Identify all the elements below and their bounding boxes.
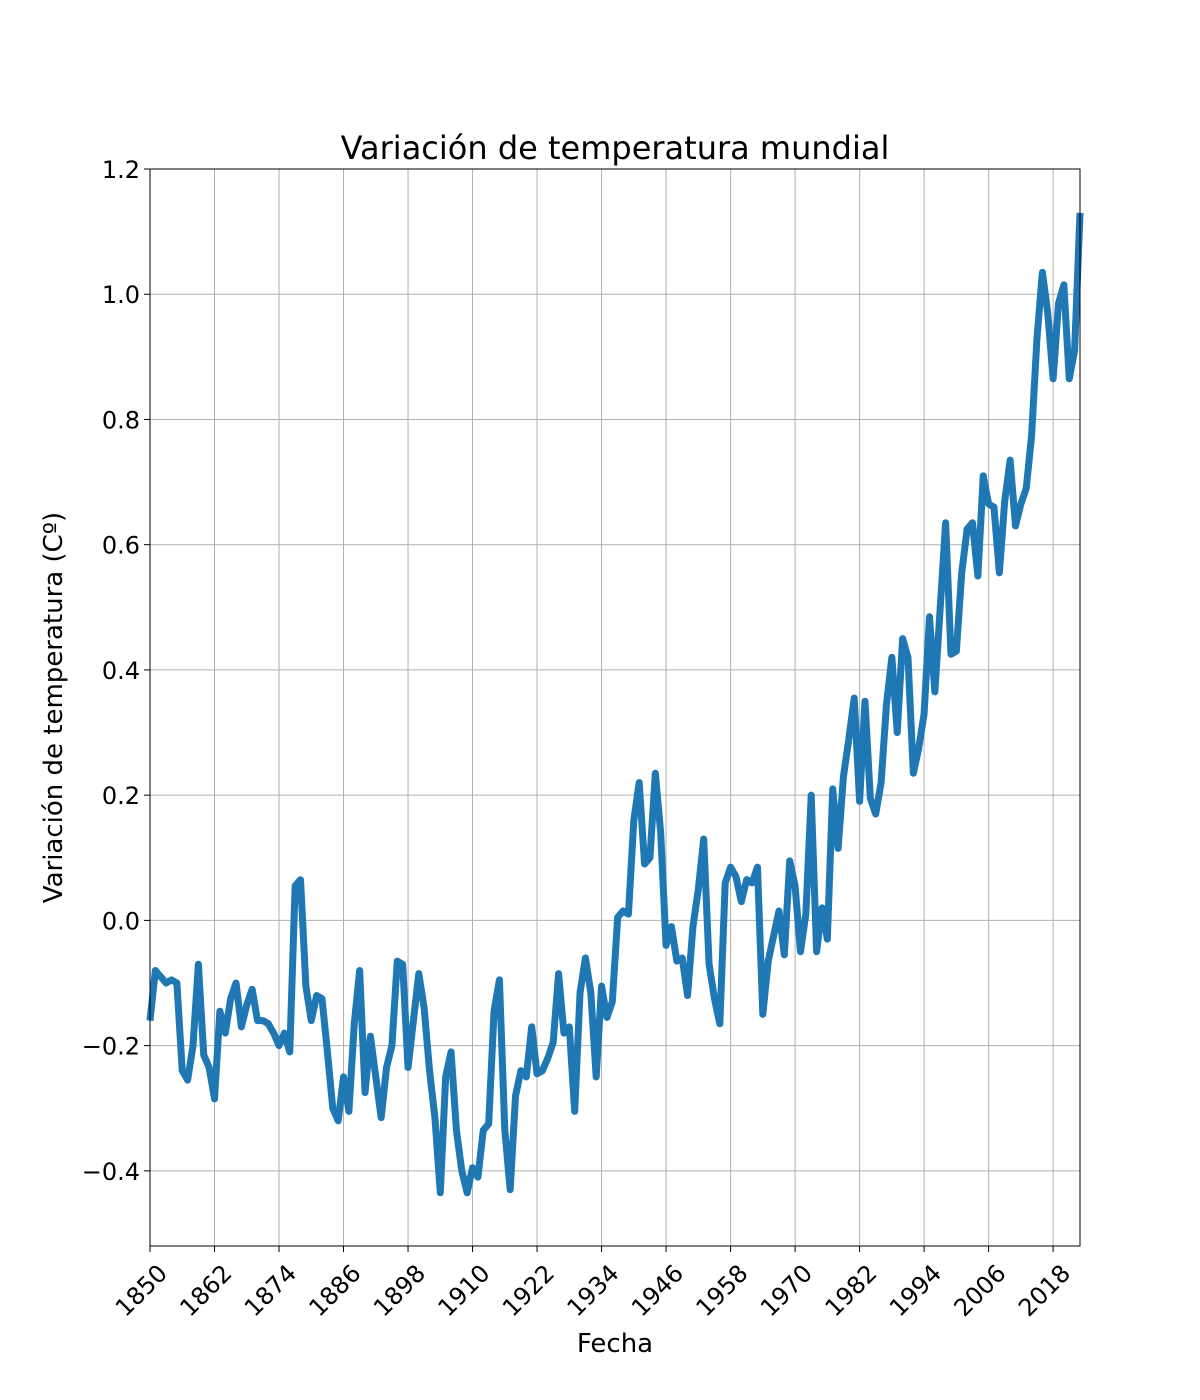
x-axis-label: Fecha: [577, 1329, 653, 1359]
y-tick-label: 0.8: [102, 406, 140, 434]
y-tick-label: −0.4: [82, 1158, 140, 1186]
plot-area: [146, 212, 1084, 1197]
y-tick-label: 0.0: [102, 907, 140, 935]
y-tick-label: 1.0: [102, 281, 140, 309]
y-tick-label: 0.4: [102, 657, 140, 685]
temperature-line: [146, 212, 1084, 1197]
y-tick-label: −0.2: [82, 1033, 140, 1061]
chart-title: Variación de temperatura mundial: [341, 129, 890, 167]
y-tick-label: 0.2: [102, 782, 140, 810]
y-tick-label: 0.6: [102, 532, 140, 560]
y-axis-label: Variación de temperatura (Cº): [39, 512, 69, 903]
y-tick-label: 1.2: [102, 156, 140, 184]
plot-frame: [149, 168, 1081, 1247]
